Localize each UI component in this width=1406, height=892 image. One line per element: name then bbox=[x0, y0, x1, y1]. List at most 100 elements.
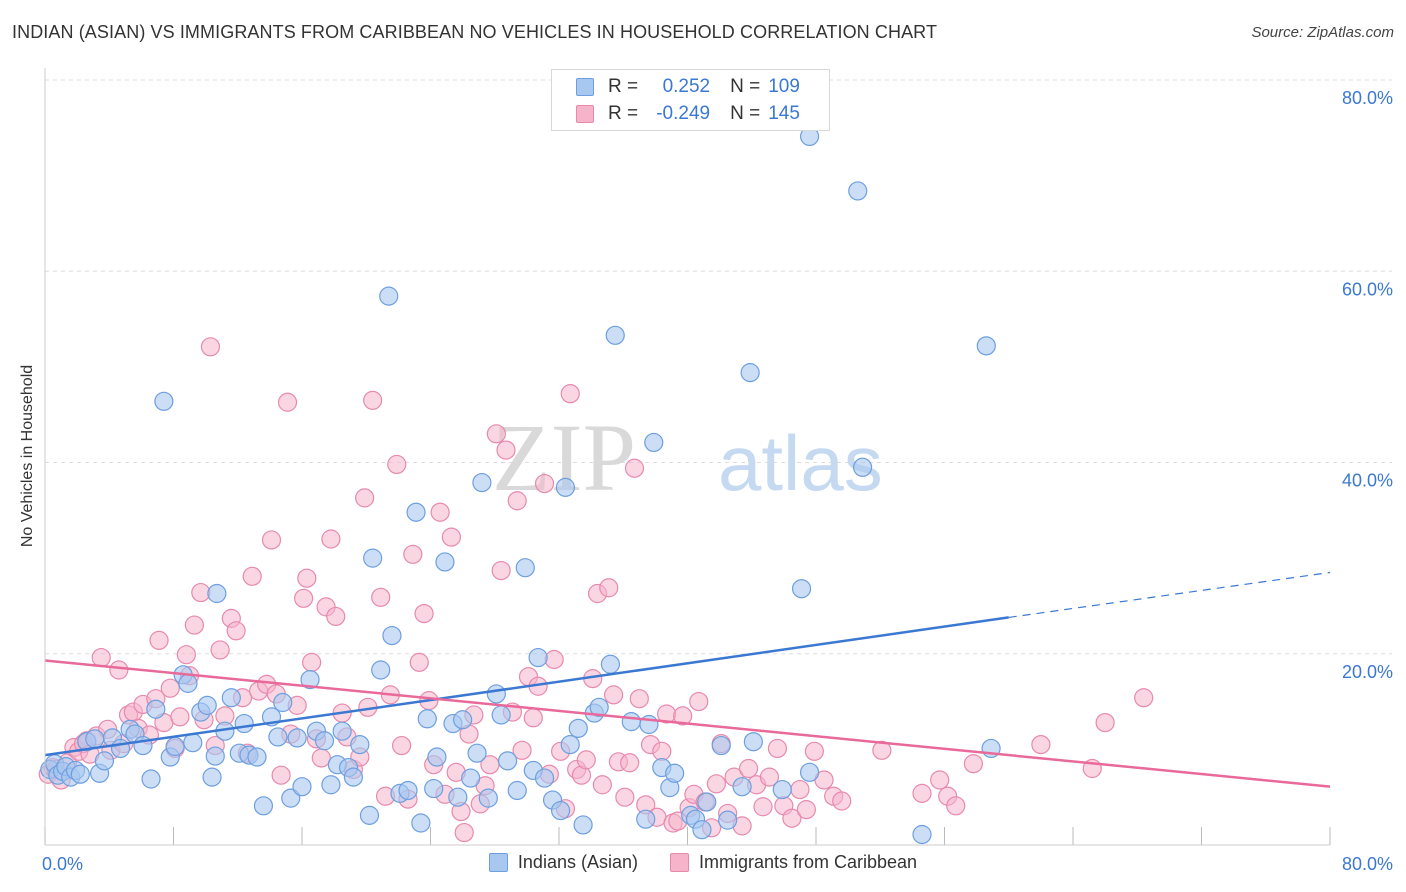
indian-point bbox=[852, 457, 873, 477]
indian-point bbox=[772, 779, 792, 800]
indian-point bbox=[600, 654, 621, 674]
caribbean-point bbox=[184, 615, 204, 635]
indian-point bbox=[234, 713, 254, 734]
indian-point bbox=[268, 727, 288, 747]
series-legend: Indians (Asian) Immigrants from Caribbea… bbox=[0, 852, 1406, 873]
indian-point bbox=[110, 738, 131, 759]
indian-point bbox=[417, 709, 437, 729]
caribbean-point bbox=[430, 502, 450, 522]
indian-point bbox=[621, 712, 641, 732]
indian-point bbox=[165, 736, 185, 757]
r-label: R = bbox=[608, 103, 639, 124]
caribbean-point bbox=[297, 568, 317, 588]
indian-point bbox=[427, 747, 447, 767]
indian-point bbox=[740, 363, 760, 383]
indian-point bbox=[644, 432, 664, 453]
caribbean-point bbox=[512, 740, 532, 760]
trend-lines bbox=[44, 571, 1331, 788]
indian-point bbox=[371, 660, 391, 680]
caribbean-point bbox=[872, 740, 892, 760]
caribbean-point bbox=[226, 621, 246, 641]
y-tick-label: 60.0% bbox=[1342, 279, 1393, 299]
caribbean-point bbox=[753, 797, 773, 817]
indian-point bbox=[692, 820, 712, 840]
caribbean-trend-line bbox=[44, 659, 1331, 788]
indian-point bbox=[665, 763, 685, 783]
indian-point bbox=[718, 810, 738, 830]
indian-point bbox=[332, 721, 352, 741]
indian-point bbox=[424, 778, 444, 799]
y-tick-label: 80.0% bbox=[1342, 88, 1393, 108]
caribbean-point bbox=[832, 791, 852, 811]
indian-point bbox=[287, 728, 307, 748]
indian-point bbox=[551, 800, 571, 821]
caribbean-point bbox=[414, 603, 434, 624]
indian-point bbox=[363, 548, 383, 568]
caribbean-point bbox=[534, 473, 555, 494]
caribbean-point bbox=[486, 424, 506, 444]
indian-point bbox=[711, 735, 731, 756]
y-tick-label: 40.0% bbox=[1342, 471, 1393, 491]
legend-label-caribbean: Immigrants from Caribbean bbox=[698, 852, 918, 872]
indian-point bbox=[146, 699, 166, 719]
indian-point bbox=[70, 764, 90, 784]
watermark: ZIP atlas bbox=[492, 404, 883, 511]
legend-label-indians: Indians (Asian) bbox=[517, 852, 638, 872]
indian-point bbox=[94, 751, 115, 771]
caribbean-point bbox=[1031, 734, 1051, 755]
indian-point bbox=[732, 777, 752, 797]
caribbean-point bbox=[738, 758, 759, 779]
indian-point bbox=[141, 769, 161, 789]
caribbean-point bbox=[576, 750, 596, 770]
r-label: R = bbox=[608, 76, 639, 97]
indian-point bbox=[848, 181, 868, 201]
indian-point bbox=[560, 734, 580, 755]
indian-point bbox=[411, 813, 431, 833]
caribbean-point bbox=[1095, 712, 1115, 733]
n-label: N = bbox=[730, 103, 761, 124]
r-value-indians: 0.252 bbox=[662, 76, 711, 97]
indian-point bbox=[221, 688, 241, 708]
caribbean-point bbox=[615, 787, 635, 807]
indian-point bbox=[605, 325, 625, 345]
indian-trend-line bbox=[44, 616, 1009, 757]
axes: 20.0% 40.0% 60.0% 80.0% 0.0% 80.0% bbox=[42, 68, 1393, 874]
n-value-caribbean: 145 bbox=[768, 103, 800, 124]
caribbean-point bbox=[796, 800, 816, 820]
caribbean-point bbox=[242, 566, 262, 586]
indian-point bbox=[472, 472, 492, 493]
caribbean-point bbox=[149, 630, 169, 650]
caribbean-point bbox=[946, 796, 966, 816]
indian-point bbox=[507, 780, 527, 801]
caribbean-point bbox=[624, 458, 645, 478]
x-tick-label: 0.0% bbox=[42, 854, 83, 874]
caribbean-point bbox=[804, 741, 824, 761]
caribbean-point bbox=[560, 384, 580, 404]
caribbean-point bbox=[109, 660, 129, 680]
caribbean-point bbox=[963, 754, 984, 774]
indian-point bbox=[912, 824, 932, 845]
caribbean-point bbox=[930, 770, 950, 790]
caribbean-point bbox=[355, 488, 375, 508]
indian-point bbox=[253, 796, 274, 816]
indian-trend-extension bbox=[1008, 571, 1331, 619]
caribbean-point bbox=[321, 529, 341, 549]
caribbean-point bbox=[599, 578, 619, 598]
indian-point bbox=[589, 697, 609, 717]
caribbean-point bbox=[790, 779, 810, 800]
indian-point bbox=[85, 729, 105, 749]
indian-point bbox=[359, 805, 380, 825]
indian-point bbox=[528, 647, 548, 668]
caribbean-point bbox=[261, 530, 282, 550]
grid-layer bbox=[45, 79, 1392, 655]
indian-point bbox=[478, 788, 498, 808]
caribbean-point bbox=[277, 392, 298, 412]
indian-point bbox=[382, 625, 402, 646]
legend-item-indians: Indians (Asian) bbox=[488, 852, 638, 873]
caribbean-point bbox=[706, 774, 727, 794]
x-tick-label: 80.0% bbox=[1342, 854, 1393, 874]
indian-point bbox=[178, 673, 198, 693]
caribbean-point bbox=[620, 753, 640, 773]
caribbean-point bbox=[403, 544, 423, 564]
